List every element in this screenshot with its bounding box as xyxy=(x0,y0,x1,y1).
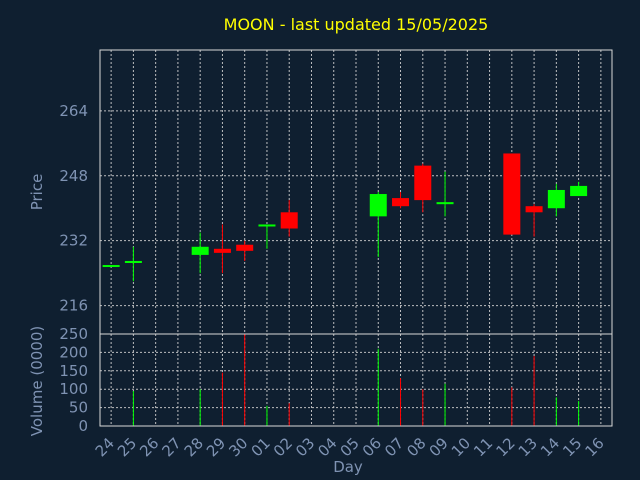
volume-frame xyxy=(99,333,613,427)
candle-body xyxy=(369,194,387,217)
candle-body xyxy=(102,265,120,268)
x-axis: 2425262728293001020304050607080910111213… xyxy=(92,434,608,460)
candle-body xyxy=(414,165,432,201)
price-tick-label: 264 xyxy=(59,102,88,120)
volume-tick-label: 200 xyxy=(59,343,88,361)
price-tick-label: 216 xyxy=(59,297,88,315)
candle-body xyxy=(525,206,543,213)
volume-tick-label: 50 xyxy=(69,399,88,417)
volume-tick-label: 100 xyxy=(59,380,88,398)
candle-body xyxy=(547,189,565,209)
candle-body xyxy=(280,212,298,229)
candle-body xyxy=(570,185,588,197)
price-panel: 216 232 248 264 xyxy=(59,49,613,335)
price-tick-label: 248 xyxy=(59,167,88,185)
price-tick-label: 232 xyxy=(59,232,88,250)
volume-axis-label: Volume (0000) xyxy=(28,326,46,436)
candle-body xyxy=(436,202,454,205)
chart-title: MOON - last updated 15/05/2025 xyxy=(224,15,489,34)
candle-body xyxy=(236,244,254,251)
volume-tick-label: 150 xyxy=(59,362,88,380)
volume-tick-label: 0 xyxy=(78,417,88,435)
x-axis-label: Day xyxy=(333,458,363,476)
candle-body xyxy=(392,198,410,207)
candle-body xyxy=(503,153,521,235)
candle-body xyxy=(191,246,209,255)
candle-body xyxy=(124,260,142,263)
volume-tick-label: 250 xyxy=(59,325,88,343)
candle-body xyxy=(258,224,276,227)
candle-body xyxy=(213,248,231,253)
price-axis-label: Price xyxy=(28,174,46,211)
